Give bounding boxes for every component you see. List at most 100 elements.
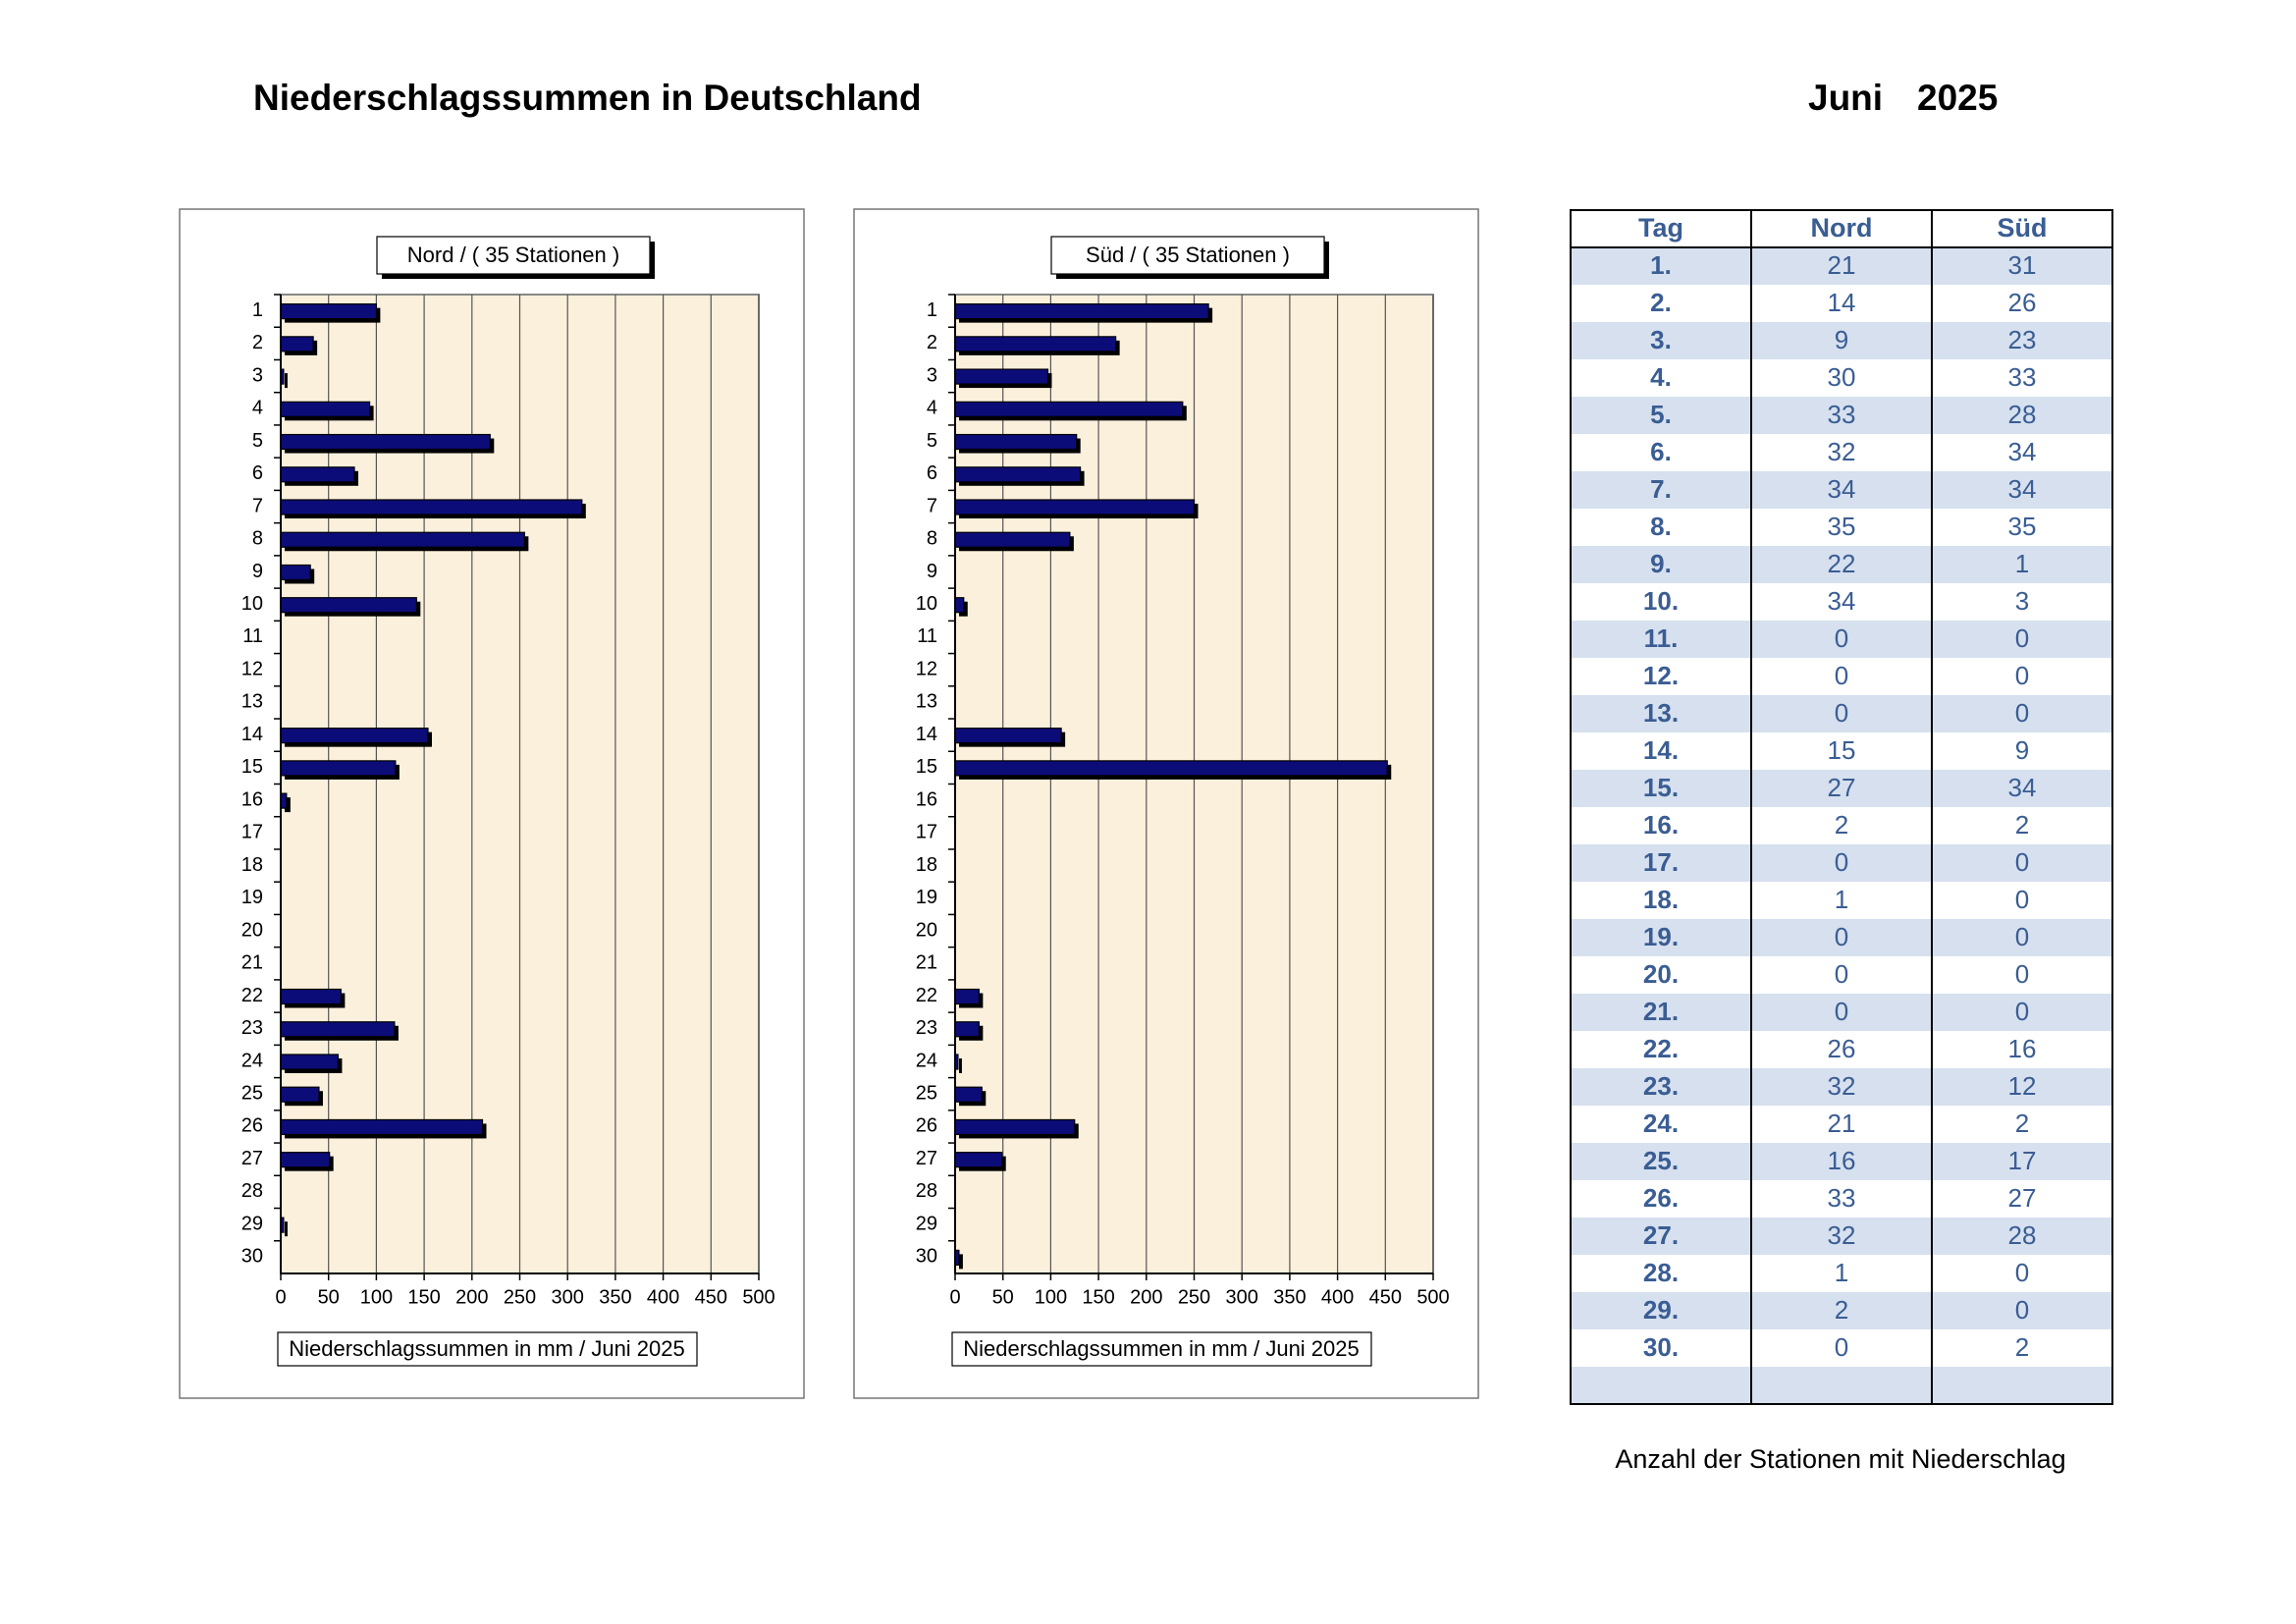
day-cell: 8. [1650,512,1672,541]
x-tick-label: 0 [949,1286,960,1308]
title-box [1050,236,1325,275]
y-tick-label: 8 [927,528,937,550]
bar [954,1152,1003,1168]
bar [954,1086,983,1103]
count-cell: 33 [1828,400,1856,429]
day-cell: 16. [1643,810,1679,839]
count-cell: 1 [1835,885,1848,914]
count-cell: 21 [1828,250,1856,280]
bar [954,336,1117,352]
count-cell: 0 [2015,623,2029,653]
y-tick-label: 9 [927,561,937,582]
day-cell: 1. [1650,250,1672,280]
count-cell: 0 [1835,661,1848,690]
row-shade [1571,919,2112,956]
day-cell: 27. [1643,1220,1679,1250]
table-border [1570,209,2113,1405]
day-cell: 26. [1643,1183,1679,1213]
count-cell: 34 [1828,474,1856,504]
count-cell: 34 [2008,474,2037,504]
row-shade [1571,994,2112,1031]
bar [280,728,429,744]
x-axis-label: Niederschlagssummen in mm / Juni 2025 [963,1336,1360,1361]
count-cell: 0 [1835,623,1848,653]
y-tick-label: 16 [916,788,937,810]
count-cell: 0 [2015,997,2029,1026]
x-axis-label: Niederschlagssummen in mm / Juni 2025 [289,1336,685,1361]
count-cell: 0 [1835,698,1848,728]
y-tick-label: 11 [242,625,263,647]
y-tick-label: 17 [241,822,263,843]
count-cell: 1 [2015,549,2029,578]
y-tick-label: 3 [927,364,937,386]
x-tick-label: 200 [455,1286,488,1308]
day-cell: 5. [1650,400,1672,429]
day-cell: 14. [1643,735,1679,765]
y-tick-label: 14 [916,724,937,745]
bar [280,760,397,777]
column-header: Tag [1638,213,1683,243]
day-cell: 21. [1643,997,1679,1026]
row-shade [1571,1143,2112,1180]
bar [280,466,355,483]
y-tick-label: 22 [916,985,937,1006]
bar [280,303,378,320]
y-tick-label: 4 [252,398,263,419]
count-cell: 3 [2015,586,2029,616]
y-tick-label: 29 [916,1213,937,1234]
y-tick-label: 12 [916,658,937,679]
bar [954,531,1071,548]
count-cell: 23 [2008,325,2037,354]
bar [280,1054,340,1070]
y-tick-label: 27 [916,1148,937,1169]
bar [280,531,525,548]
count-cell: 22 [1828,549,1856,578]
day-cell: 13. [1643,698,1679,728]
x-tick-label: 500 [742,1286,774,1308]
row-shade [1571,247,2112,285]
y-tick-label: 17 [916,822,937,843]
y-tick-label: 6 [252,462,263,484]
day-cell: 10. [1643,586,1679,616]
row-shade [1571,397,2112,434]
count-cell: 0 [2015,959,2029,989]
count-cell: 0 [2015,922,2029,951]
x-tick-label: 100 [1035,1286,1067,1308]
bar-shadow [285,1221,288,1237]
y-tick-label: 11 [917,625,937,647]
x-tick-label: 0 [275,1286,286,1308]
x-tick-label: 150 [407,1286,440,1308]
count-cell: 33 [2008,362,2037,392]
day-cell: 4. [1650,362,1672,392]
day-cell: 18. [1643,885,1679,914]
x-tick-label: 300 [1226,1286,1258,1308]
count-cell: 28 [2008,400,2037,429]
x-tick-label: 400 [647,1286,679,1308]
y-tick-label: 18 [916,854,937,876]
day-cell: 19. [1643,922,1679,951]
count-cell: 26 [1828,1034,1856,1063]
row-shade [1571,621,2112,658]
y-tick-label: 27 [241,1148,263,1169]
day-cell: 2. [1650,288,1672,317]
y-tick-label: 19 [916,887,937,908]
y-tick-label: 16 [241,788,263,810]
count-cell: 27 [2008,1183,2037,1213]
y-tick-label: 5 [927,430,937,452]
y-tick-label: 12 [241,658,263,679]
count-cell: 17 [2008,1146,2037,1175]
bar [280,1152,331,1168]
y-tick-label: 19 [241,887,263,908]
bar [280,1021,396,1038]
y-tick-label: 2 [252,332,263,353]
count-cell: 34 [2008,773,2037,802]
count-cell: 12 [2008,1071,2037,1101]
x-tick-label: 450 [1369,1286,1402,1308]
y-tick-label: 25 [916,1082,937,1104]
bar [954,1021,980,1038]
bar [954,597,965,614]
count-cell: 34 [1828,586,1856,616]
axis-label-box [277,1331,698,1367]
count-cell: 0 [2015,847,2029,877]
y-tick-label: 1 [252,299,263,321]
